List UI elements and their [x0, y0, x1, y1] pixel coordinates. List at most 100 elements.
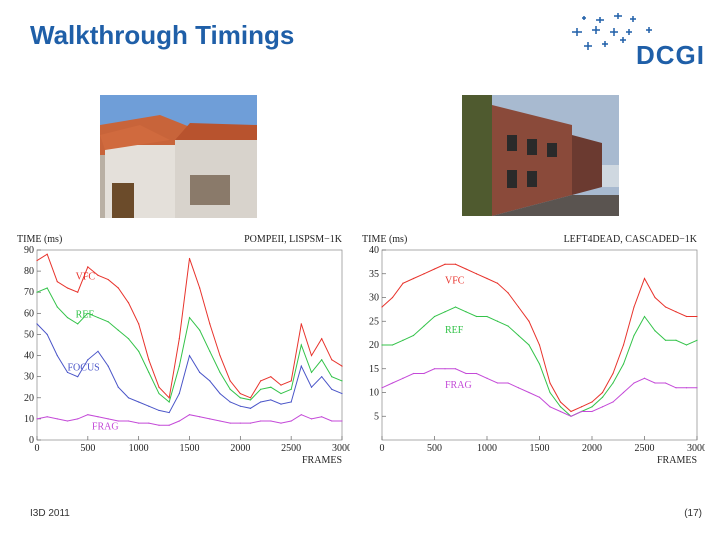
x-tick-label: 2000 [230, 443, 250, 454]
series-point-vfc [280, 384, 282, 386]
series-label-ref: REF [445, 325, 464, 336]
y-tick-label: 0 [29, 435, 34, 446]
series-point-vfc [290, 380, 292, 382]
series-point-frag [580, 410, 583, 413]
y-axis-label: TIME (ms) [17, 234, 62, 245]
series-point-frag [496, 382, 499, 384]
series-point-vfc [249, 397, 252, 399]
series-label-ref: REF [76, 310, 95, 321]
x-tick-label: 2500 [635, 443, 655, 454]
series-point-vfc [229, 380, 231, 382]
series-point-vfc [507, 292, 509, 294]
x-axis-label: FRAMES [657, 455, 697, 466]
series-point-ref [178, 365, 180, 367]
series-point-vfc [433, 268, 436, 270]
series-point-vfc [158, 386, 160, 388]
series-label-vfc: VFC [76, 272, 96, 283]
series-point-ref [496, 320, 499, 322]
series-point-vfc [591, 401, 593, 403]
y-tick-label: 5 [374, 411, 379, 422]
series-label-frag: FRAG [92, 421, 119, 432]
series-point-ref [219, 371, 221, 374]
series-point-frag [310, 418, 313, 420]
series-point-focus [87, 359, 89, 361]
series-point-focus [321, 376, 323, 378]
series-point-frag [229, 422, 231, 424]
x-tick-label: 500 [80, 443, 95, 454]
series-point-frag [138, 422, 140, 424]
series-point-frag [685, 387, 688, 389]
series-point-ref [341, 380, 343, 382]
y-tick-label: 60 [24, 308, 34, 319]
series-point-frag [696, 387, 698, 389]
series-point-ref [107, 321, 109, 323]
series-point-frag [148, 422, 150, 424]
series-point-focus [107, 365, 109, 367]
x-tick-label: 3000 [332, 443, 350, 454]
series-point-focus [168, 411, 170, 414]
y-tick-label: 80 [24, 266, 34, 277]
series-point-ref [148, 371, 150, 374]
series-point-vfc [402, 282, 404, 284]
series-point-frag [412, 372, 415, 375]
series-point-frag [528, 391, 530, 394]
x-tick-label: 1000 [477, 443, 497, 454]
series-point-vfc [270, 376, 272, 378]
series-line-vfc [381, 263, 697, 413]
y-tick-label: 35 [369, 269, 379, 280]
series-point-focus [56, 354, 58, 357]
series-point-ref [331, 376, 333, 378]
series-point-ref [444, 311, 446, 313]
series-point-vfc [664, 306, 667, 308]
series-point-vfc [696, 315, 698, 318]
y-tick-label: 25 [369, 316, 379, 327]
series-point-vfc [219, 354, 221, 357]
series-point-frag [601, 406, 604, 408]
series-line-frag [381, 368, 697, 417]
series-point-ref [391, 344, 394, 346]
series-point-vfc [97, 274, 99, 276]
series-label-focus: FOCUS [68, 362, 100, 373]
series-point-vfc [675, 311, 677, 313]
y-tick-label: 70 [24, 287, 34, 298]
series-point-frag [433, 368, 436, 370]
left4dead-timing-chart: 5 10 15 20 25 30 35 40 0 500 1000 1500 2000 2500 3000 T… [362, 234, 705, 466]
series-point-focus [178, 392, 180, 395]
x-axis-label: FRAMES [302, 455, 342, 466]
conference-label: I3D 2011 [30, 508, 70, 519]
series-point-frag [654, 382, 656, 384]
series-point-ref [412, 334, 415, 337]
series-point-frag [538, 396, 541, 398]
series-point-frag [570, 415, 572, 417]
series-point-frag [97, 416, 99, 418]
series-point-vfc [168, 397, 170, 399]
series-point-focus [209, 380, 211, 382]
y-tick-label: 10 [24, 414, 34, 425]
x-tick-label: 500 [427, 443, 442, 454]
series-point-focus [46, 333, 48, 336]
series-point-ref [239, 397, 241, 399]
series-point-ref [517, 334, 520, 337]
series-point-vfc [643, 277, 646, 280]
series-point-vfc [496, 282, 499, 284]
series-point-focus [229, 401, 231, 403]
series-point-vfc [528, 320, 530, 322]
series-point-frag [559, 410, 562, 413]
y-tick-label: 20 [369, 340, 379, 351]
series-point-frag [465, 372, 467, 375]
pompeii-timing-chart: 0 10 20 30 40 50 60 70 80 90 0 500 1000 1500 2000 2500 3… [17, 234, 350, 466]
series-point-ref [260, 388, 262, 390]
series-point-frag [280, 422, 282, 424]
series-point-focus [239, 405, 241, 407]
series-point-ref [591, 406, 593, 408]
series-point-frag [178, 420, 180, 422]
series-point-ref [612, 382, 614, 384]
series-point-ref [528, 344, 530, 346]
y-tick-label: 10 [369, 388, 379, 399]
series-point-frag [87, 414, 89, 416]
series-point-vfc [601, 391, 604, 394]
series-point-vfc [46, 253, 48, 255]
y-tick-label: 40 [369, 245, 379, 256]
series-point-frag [622, 391, 625, 394]
series-point-focus [249, 407, 252, 409]
